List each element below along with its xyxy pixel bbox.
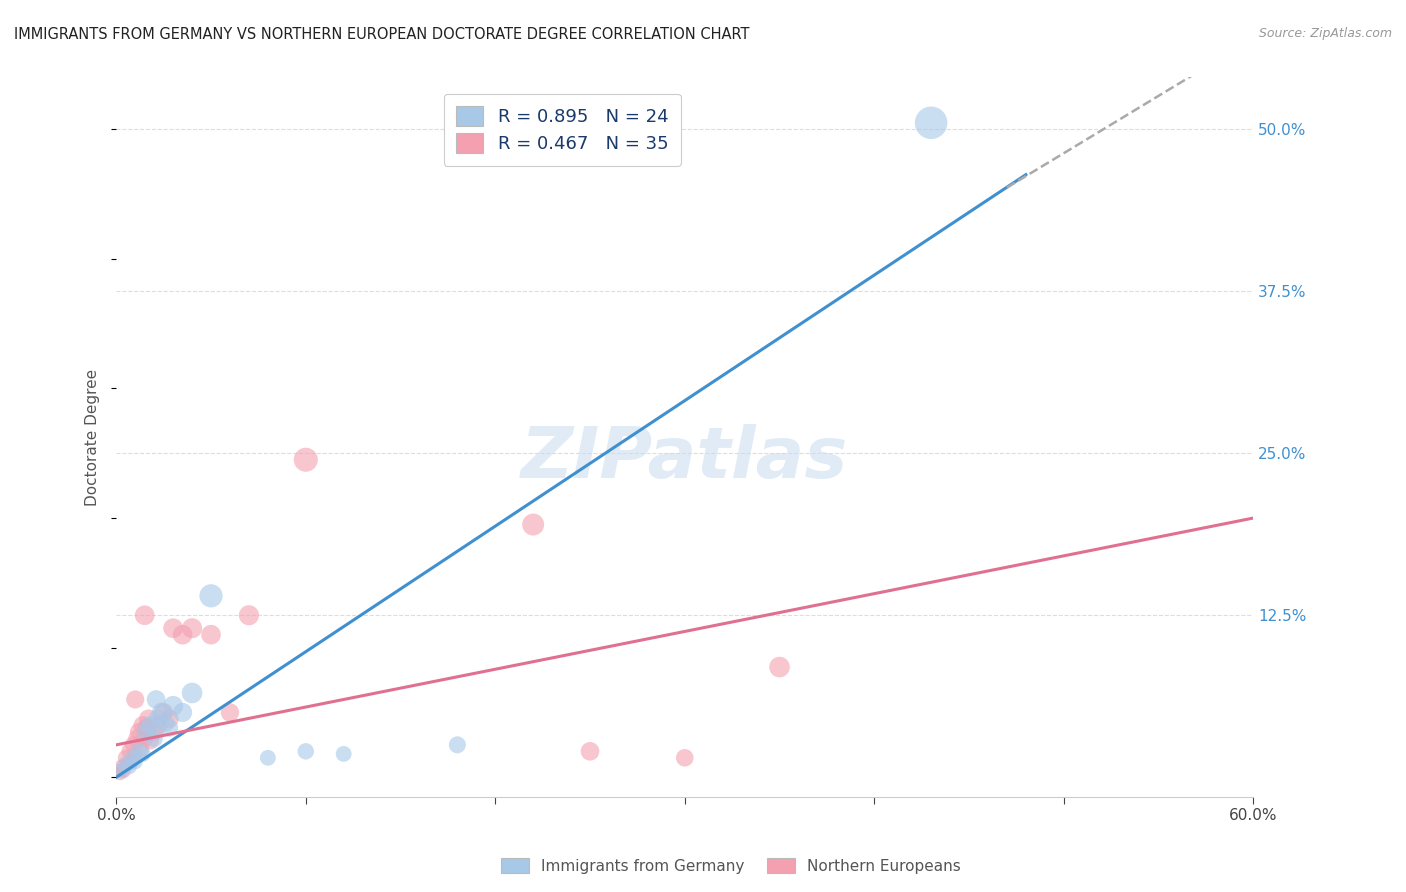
Point bbox=[146, 712, 169, 726]
Point bbox=[157, 721, 180, 735]
Y-axis label: Doctorate Degree: Doctorate Degree bbox=[86, 368, 100, 506]
Text: IMMIGRANTS FROM GERMANY VS NORTHERN EUROPEAN DOCTORATE DEGREE CORRELATION CHART: IMMIGRANTS FROM GERMANY VS NORTHERN EURO… bbox=[14, 27, 749, 42]
Point bbox=[114, 751, 136, 765]
Point bbox=[238, 608, 260, 623]
Point bbox=[124, 692, 146, 706]
Point bbox=[294, 452, 316, 467]
Point bbox=[134, 608, 156, 623]
Point bbox=[118, 760, 141, 774]
Point bbox=[157, 712, 180, 726]
Point bbox=[117, 757, 139, 772]
Text: ZIPatlas: ZIPatlas bbox=[522, 424, 848, 493]
Point bbox=[332, 747, 354, 761]
Point bbox=[138, 712, 160, 726]
Point bbox=[108, 766, 131, 780]
Point bbox=[200, 628, 222, 642]
Point bbox=[128, 744, 150, 758]
Point bbox=[522, 517, 544, 532]
Point bbox=[172, 628, 194, 642]
Point bbox=[112, 764, 135, 778]
Point bbox=[181, 686, 204, 700]
Legend: R = 0.895   N = 24, R = 0.467   N = 35: R = 0.895 N = 24, R = 0.467 N = 35 bbox=[444, 94, 681, 166]
Point bbox=[108, 764, 131, 778]
Point bbox=[143, 731, 166, 746]
Point bbox=[768, 660, 790, 674]
Point bbox=[172, 706, 194, 720]
Point bbox=[122, 751, 145, 765]
Point bbox=[129, 741, 152, 756]
Point bbox=[219, 706, 242, 720]
Point bbox=[139, 734, 162, 748]
Point bbox=[294, 744, 316, 758]
Point bbox=[162, 698, 184, 713]
Point bbox=[257, 751, 280, 765]
Point bbox=[152, 706, 174, 720]
Point bbox=[181, 621, 204, 635]
Text: Source: ZipAtlas.com: Source: ZipAtlas.com bbox=[1258, 27, 1392, 40]
Point bbox=[579, 744, 602, 758]
Point bbox=[127, 731, 149, 746]
Point bbox=[139, 718, 162, 732]
Point bbox=[124, 755, 146, 769]
Point bbox=[200, 589, 222, 603]
Point bbox=[155, 715, 177, 730]
Point bbox=[111, 764, 134, 778]
Point bbox=[446, 738, 468, 752]
Point bbox=[122, 738, 145, 752]
Point bbox=[124, 747, 146, 761]
Point bbox=[920, 116, 942, 130]
Point bbox=[118, 744, 141, 758]
Point bbox=[120, 755, 142, 769]
Point bbox=[162, 621, 184, 635]
Point bbox=[135, 721, 157, 735]
Point bbox=[134, 731, 156, 746]
Point bbox=[111, 760, 134, 774]
Point bbox=[128, 724, 150, 739]
Legend: Immigrants from Germany, Northern Europeans: Immigrants from Germany, Northern Europe… bbox=[495, 852, 967, 880]
Point bbox=[132, 718, 155, 732]
Point bbox=[132, 747, 155, 761]
Point bbox=[150, 706, 173, 720]
Point bbox=[114, 757, 136, 772]
Point bbox=[145, 692, 167, 706]
Point bbox=[135, 724, 157, 739]
Point bbox=[673, 751, 696, 765]
Point bbox=[146, 718, 169, 732]
Point bbox=[143, 724, 166, 739]
